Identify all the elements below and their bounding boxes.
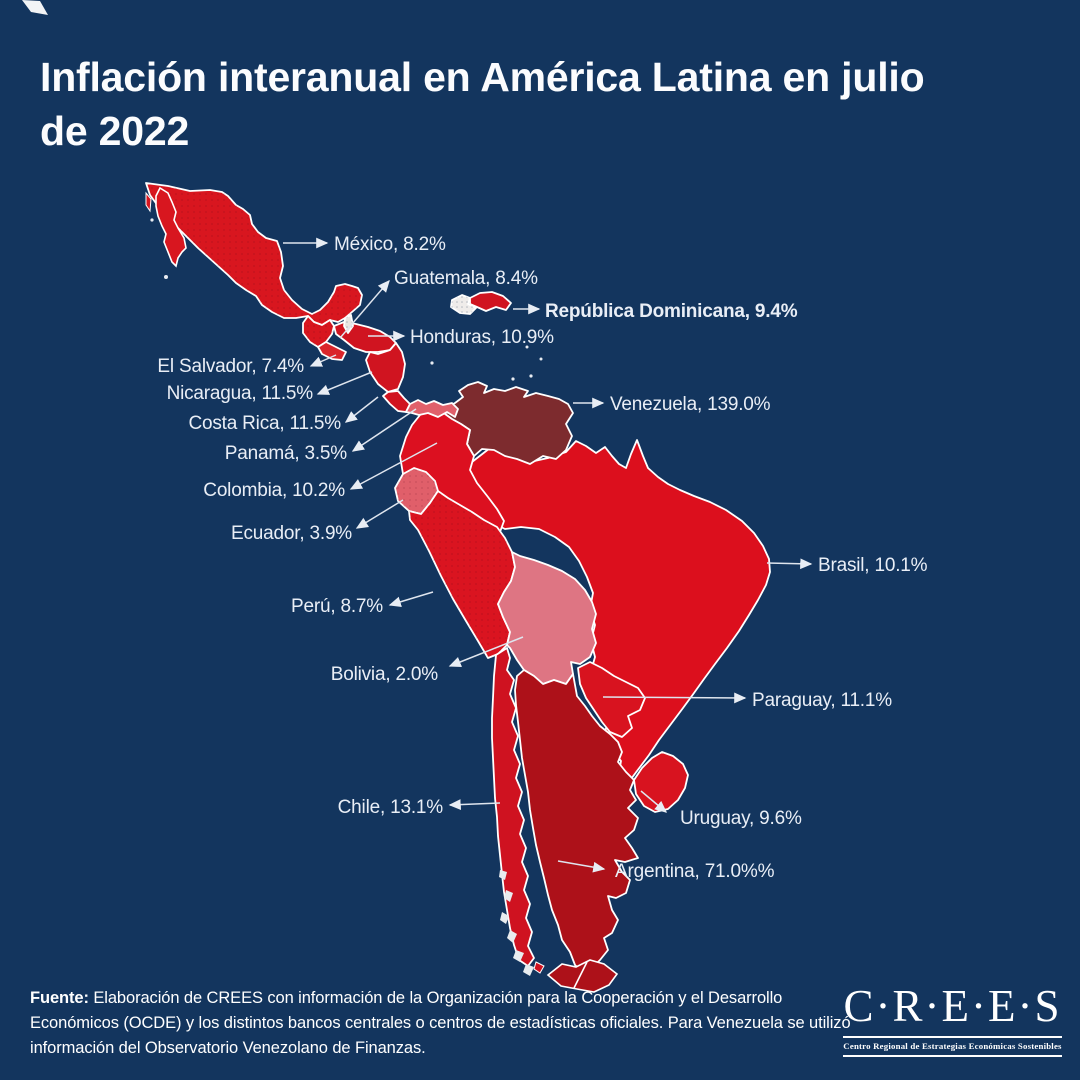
country-labels-layer: Brasil, 10.1% Venezuela, 139.0% Colombia, … xyxy=(157,234,927,882)
map-decoration xyxy=(145,191,152,213)
map-decoration xyxy=(573,961,588,989)
country-costa_rica xyxy=(382,390,411,413)
map-decoration xyxy=(523,964,534,976)
country-paraguay xyxy=(577,661,646,738)
country-label-ecuador: Ecuador, 3.9% xyxy=(231,523,352,544)
map-decoration xyxy=(155,186,187,268)
country-label-venezuela: Venezuela, 139.0% xyxy=(610,394,771,415)
map-decoration xyxy=(533,961,545,974)
country-chile xyxy=(491,647,535,967)
crees-logo: C·R·E·E·S Centro Regional de Estrategias… xyxy=(843,981,1062,1057)
leader-line-colombia xyxy=(349,442,438,490)
map-decoration xyxy=(525,345,529,349)
map-decoration xyxy=(164,275,168,279)
map-decoration xyxy=(504,890,513,902)
country-brasil xyxy=(464,439,771,785)
page-title: Inflación interanual en América Latina e… xyxy=(40,50,1040,158)
map-decoration xyxy=(539,357,543,361)
country-label-mexico: México, 8.2% xyxy=(334,234,446,255)
country-label-honduras: Honduras, 10.9% xyxy=(410,327,554,348)
leader-line-peru xyxy=(388,591,434,608)
country-label-dominicana: República Dominicana, 9.4% xyxy=(545,301,798,322)
country-label-colombia: Colombia, 10.2% xyxy=(203,480,345,501)
country-label-el_salvador: El Salvador, 7.4% xyxy=(157,356,304,377)
source-text: Elaboración de CREES con información de … xyxy=(30,989,851,1057)
leader-line-guatemala xyxy=(339,279,390,339)
country-mexico-texture xyxy=(146,183,362,325)
country-ecuador-texture xyxy=(395,468,438,514)
map-decoration xyxy=(507,930,517,943)
map-decoration xyxy=(511,377,515,381)
country-argentina xyxy=(514,669,639,973)
leader-line-paraguay xyxy=(602,692,747,704)
country-peru-texture xyxy=(409,491,515,658)
map-decoration xyxy=(529,374,533,378)
country-label-costa_rica: Costa Rica, 11.5% xyxy=(188,413,341,434)
leader-line-nicaragua xyxy=(316,371,373,395)
source-label: Fuente: xyxy=(30,989,89,1007)
source-note: Fuente: Elaboración de CREES con informa… xyxy=(30,986,852,1060)
country-haiti-texture xyxy=(451,295,476,314)
country-venezuela xyxy=(444,381,574,465)
leader-line-el_salvador xyxy=(309,354,337,367)
country-dominicana xyxy=(469,291,512,312)
country-label-bolivia: Bolivia, 2.0% xyxy=(331,664,439,685)
country-label-brasil: Brasil, 10.1% xyxy=(818,555,928,576)
leader-line-costa_rica xyxy=(344,396,379,423)
country-label-chile: Chile, 13.1% xyxy=(338,797,444,818)
crees-tagline: Centro Regional de Estrategias Económica… xyxy=(843,1035,1062,1057)
map-decoration xyxy=(150,218,154,222)
map-decoration xyxy=(500,912,509,924)
country-panama xyxy=(405,399,459,418)
map-decoration xyxy=(499,870,507,880)
leader-line-bolivia xyxy=(448,636,524,668)
country-label-uruguay: Uruguay, 9.6% xyxy=(680,808,802,829)
country-bolivia xyxy=(497,551,597,685)
title-line-1: Inflación interanual en América Latina e… xyxy=(40,54,925,100)
country-label-paraguay: Paraguay, 11.1% xyxy=(752,690,892,711)
leader-line-panama xyxy=(351,408,417,452)
map-decoration xyxy=(22,0,48,15)
country-el_salvador xyxy=(317,341,347,361)
map-decorations xyxy=(22,0,619,993)
map-decoration xyxy=(513,950,524,962)
leader-line-argentina xyxy=(557,860,606,873)
crees-wordmark: C·R·E·E·S xyxy=(843,981,1062,1031)
map-decoration xyxy=(546,959,619,993)
map-decoration xyxy=(430,361,434,365)
leader-line-chile xyxy=(448,799,501,810)
leader-line-brasil xyxy=(766,558,813,570)
country-guatemala-texture xyxy=(303,316,334,347)
title-line-2: de 2022 xyxy=(40,108,190,155)
country-label-nicaragua: Nicaragua, 11.5% xyxy=(167,383,314,404)
leader-line-uruguay xyxy=(640,790,668,813)
country-belize-texture xyxy=(344,315,353,333)
leader-line-ecuador xyxy=(355,499,404,529)
country-label-argentina: Argentina, 71.0%% xyxy=(615,861,775,882)
country-label-peru: Perú, 8.7% xyxy=(291,596,383,617)
country-label-guatemala: Guatemala, 8.4% xyxy=(394,268,538,289)
country-label-panama: Panamá, 3.5% xyxy=(225,443,348,464)
